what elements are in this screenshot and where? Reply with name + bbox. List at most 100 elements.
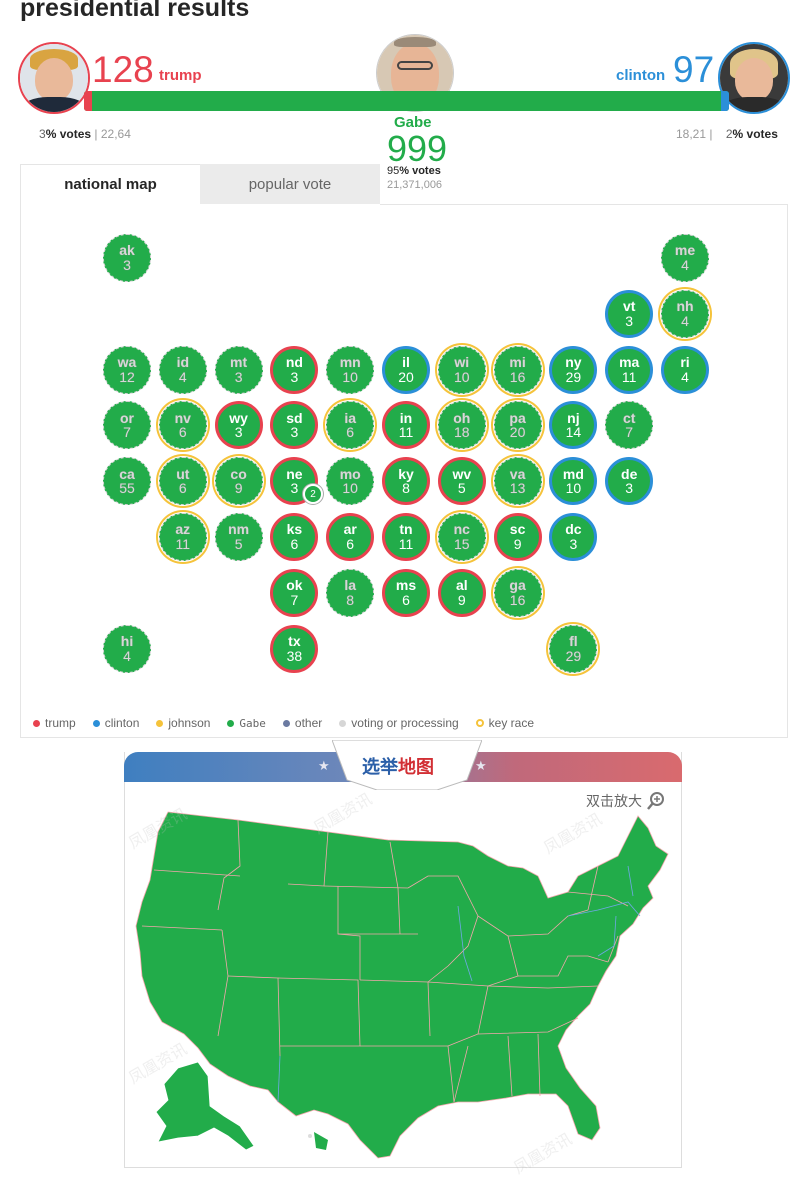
zoom-hint[interactable]: 双击放大 (586, 791, 666, 811)
state-fl[interactable]: fl 29 (549, 624, 598, 673)
state-ar[interactable]: ar 6 (326, 513, 375, 561)
state-ca[interactable]: ca 55 (103, 457, 151, 506)
state-az[interactable]: az 11 (158, 513, 207, 561)
state-sd[interactable]: sd 3 (270, 401, 319, 450)
state-va[interactable]: va 13 (493, 457, 542, 506)
state-ev: 15 (454, 536, 470, 552)
state-ut[interactable]: ut 6 (158, 457, 207, 506)
legend-item: Gabe (227, 716, 266, 730)
state-ky[interactable]: ky 8 (382, 457, 430, 506)
state-ev: 3 (625, 312, 634, 329)
legend-dot-icon (33, 719, 40, 727)
legend-label: Gabe (239, 716, 266, 730)
state-ev: 3 (290, 368, 299, 385)
state-ia[interactable]: ia 6 (326, 401, 375, 450)
state-ev: 5 (234, 536, 243, 552)
legend-dot-icon (282, 719, 290, 727)
state-abbr: mo (339, 465, 361, 482)
state-la[interactable]: la 8 (326, 568, 375, 617)
state-abbr: nh (676, 298, 694, 315)
state-md[interactable]: md 10 (549, 457, 598, 506)
state-ct[interactable]: ct 7 (605, 401, 654, 450)
legend-dot-icon (339, 719, 347, 727)
state-ev: 10 (342, 480, 358, 497)
state-abbr: me (674, 242, 696, 259)
state-ma[interactable]: ma 11 (605, 345, 654, 394)
state-ev: 3 (234, 424, 243, 441)
state-wv[interactable]: wv 5 (437, 457, 486, 506)
state-ks[interactable]: ks 6 (270, 513, 319, 561)
state-oh[interactable]: oh 18 (437, 401, 486, 450)
state-co[interactable]: co 9 (214, 457, 263, 506)
state-mo[interactable]: mo 10 (326, 457, 375, 506)
state-sc[interactable]: sc 9 (493, 513, 542, 561)
state-me[interactable]: me 4 (661, 234, 709, 282)
state-mi[interactable]: mi 16 (493, 345, 542, 394)
state-abbr: or (120, 409, 134, 426)
state-ms[interactable]: ms 6 (382, 568, 430, 617)
state-ak[interactable]: ak 3 (103, 234, 151, 282)
state-abbr: ny (565, 353, 582, 370)
state-nj[interactable]: nj 14 (549, 401, 598, 450)
state-abbr: hi (120, 632, 134, 649)
us-contiguous-map (135, 811, 669, 1159)
state-il[interactable]: il 20 (382, 345, 430, 394)
clinton-avatar (718, 42, 790, 114)
state-ny[interactable]: ny 29 (549, 345, 598, 394)
state-wa[interactable]: wa 12 (103, 345, 151, 394)
state-tx[interactable]: tx 38 (270, 624, 319, 673)
gabe-raw-votes: 21,371,006 (387, 179, 443, 191)
state-ev: 20 (398, 368, 414, 385)
state-vt[interactable]: vt 3 (605, 289, 654, 338)
state-nd[interactable]: nd 3 (270, 345, 319, 394)
state-borders (141, 819, 629, 1103)
star-icon: ★ (475, 758, 487, 773)
state-pa[interactable]: pa 20 (493, 401, 542, 450)
state-ev: 7 (123, 424, 131, 441)
state-ri[interactable]: ri 4 (661, 345, 709, 394)
state-nc[interactable]: nc 15 (437, 513, 486, 561)
state-abbr: ok (286, 577, 303, 594)
state-abbr: wi (454, 353, 470, 370)
state-abbr: az (175, 521, 191, 538)
state-ev: 29 (565, 647, 582, 664)
magnifier-icon (647, 792, 664, 810)
state-in[interactable]: in 11 (382, 401, 430, 450)
state-de[interactable]: de 3 (605, 457, 654, 506)
state-ev: 3 (234, 368, 243, 385)
state-hi[interactable]: hi 4 (103, 624, 151, 673)
legend-item: johnson (156, 716, 210, 730)
state-ev: 29 (565, 368, 582, 385)
state-abbr: ut (176, 465, 190, 482)
state-nm[interactable]: nm 5 (214, 513, 263, 561)
state-al[interactable]: al 9 (437, 568, 486, 617)
state-id[interactable]: id 4 (158, 345, 207, 394)
state-ga[interactable]: ga 16 (493, 568, 542, 617)
state-ev: 7 (625, 424, 634, 441)
state-nv[interactable]: nv 6 (158, 401, 207, 450)
clinton-ev: 97 (673, 49, 715, 90)
tab-national-map[interactable]: national map (20, 164, 200, 204)
state-abbr: ma (619, 353, 640, 370)
state-ev: 10 (342, 368, 358, 385)
state-ev: 11 (175, 536, 191, 552)
state-wy[interactable]: wy 3 (214, 401, 263, 450)
state-dc[interactable]: dc 3 (549, 513, 598, 561)
state-wi[interactable]: wi 10 (437, 345, 486, 394)
state-mn[interactable]: mn 10 (326, 345, 375, 394)
state-mt[interactable]: mt 3 (214, 345, 263, 394)
state-ev: 3 (123, 257, 131, 273)
state-ok[interactable]: ok 7 (270, 568, 319, 617)
trump-votes: 3% votes | 22,64 (39, 127, 131, 141)
legend-item: key race (475, 716, 534, 730)
state-or[interactable]: or 7 (103, 401, 151, 450)
state-abbr: id (176, 353, 190, 370)
ne-district-badge[interactable]: 2 (303, 484, 323, 504)
state-abbr: ar (343, 521, 357, 538)
state-nh[interactable]: nh 4 (661, 289, 709, 338)
state-ev: 8 (346, 591, 355, 608)
state-tn[interactable]: tn 11 (382, 513, 430, 561)
state-abbr: wy (229, 409, 248, 426)
tab-popular-vote[interactable]: popular vote (200, 164, 380, 204)
gabe-name: Gabe (394, 114, 432, 131)
